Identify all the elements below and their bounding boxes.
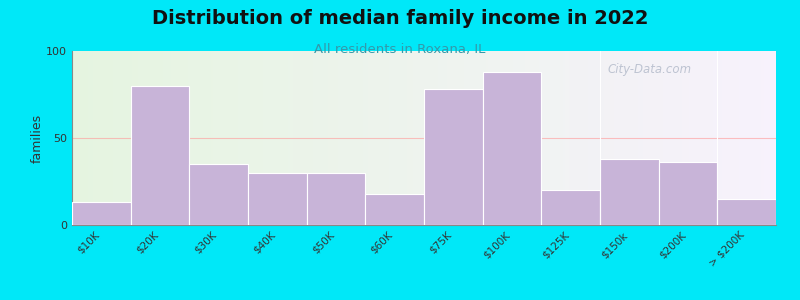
Bar <box>424 89 482 225</box>
Bar <box>72 202 130 225</box>
Y-axis label: families: families <box>30 113 43 163</box>
Text: Distribution of median family income in 2022: Distribution of median family income in … <box>152 9 648 28</box>
Bar <box>718 199 776 225</box>
Bar <box>190 164 248 225</box>
Bar <box>248 173 306 225</box>
Bar <box>600 159 658 225</box>
Bar <box>130 86 190 225</box>
Bar <box>542 190 600 225</box>
Bar <box>658 162 718 225</box>
Bar <box>366 194 424 225</box>
Text: City-Data.com: City-Data.com <box>607 63 691 76</box>
Bar <box>482 72 542 225</box>
Text: All residents in Roxana, IL: All residents in Roxana, IL <box>314 44 486 56</box>
Bar <box>306 173 366 225</box>
